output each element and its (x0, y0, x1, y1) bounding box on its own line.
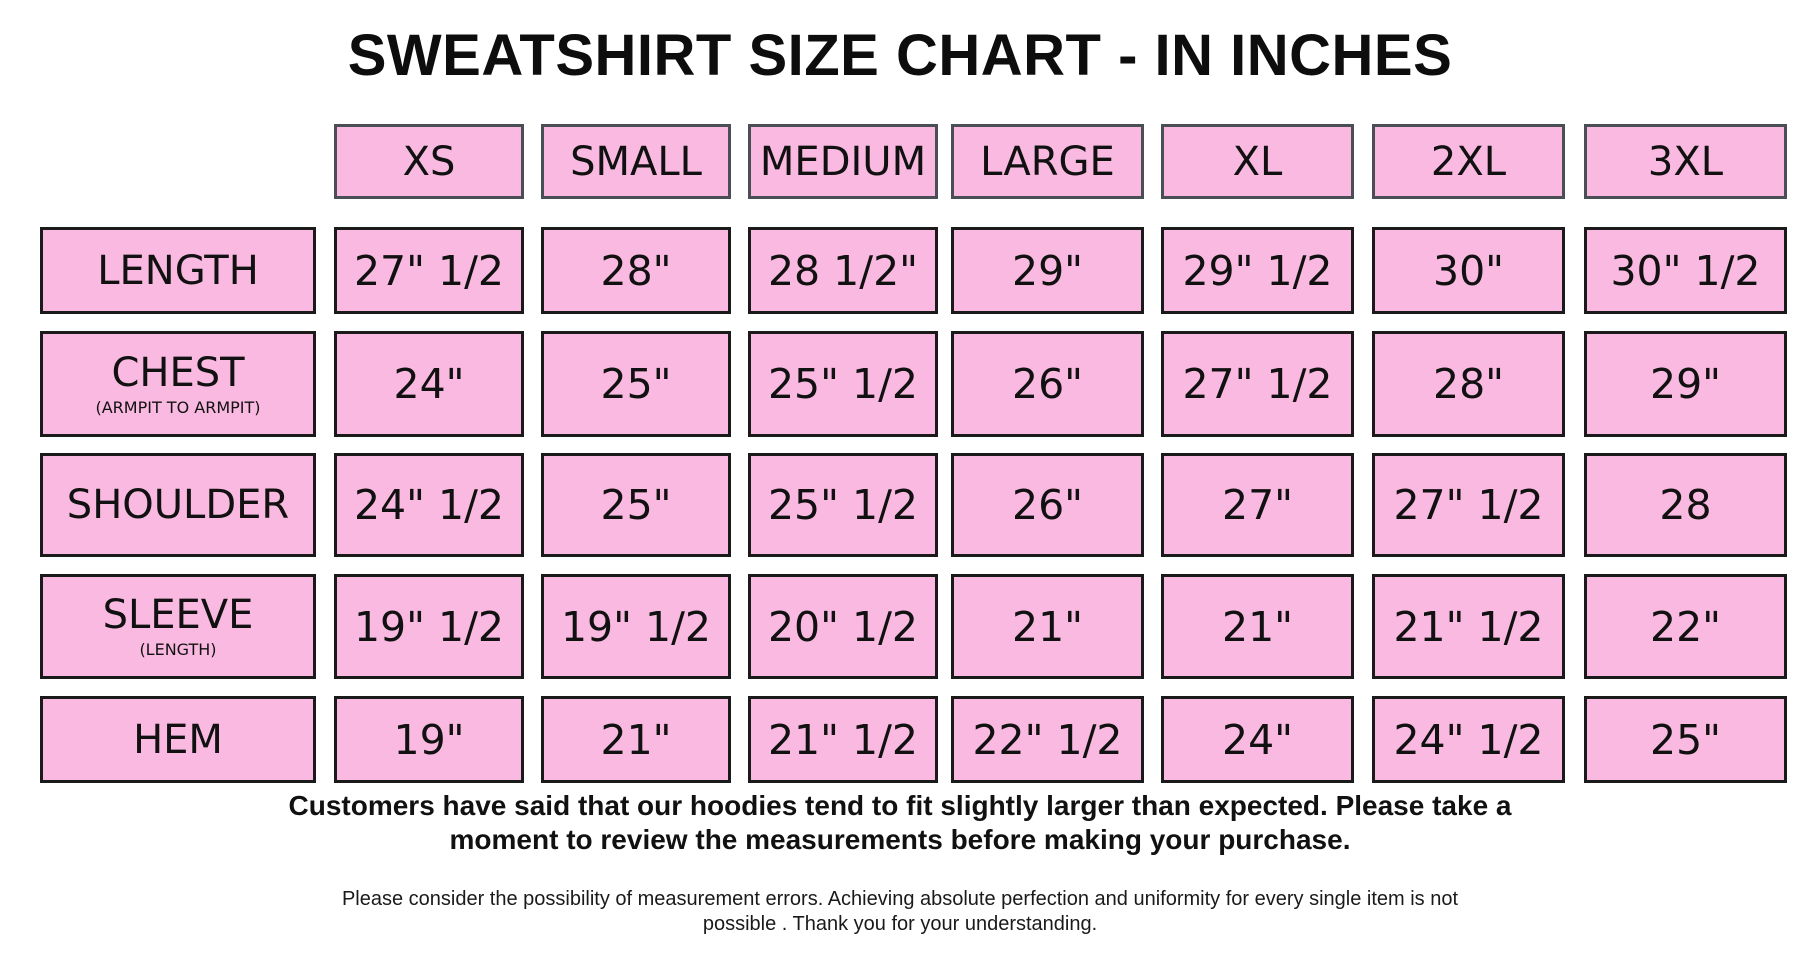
measurement-cell: 26" (951, 453, 1144, 557)
row-label-text: SHOULDER (66, 482, 290, 528)
measurement-cell: 24" 1/2 (334, 453, 524, 557)
measurement-cell: 30" 1/2 (1584, 227, 1787, 314)
measurement-cell: 27" 1/2 (1372, 453, 1565, 557)
measurement-cell: 25" (541, 331, 731, 437)
measurement-cell: 25" 1/2 (748, 331, 938, 437)
size-header-small: SMALL (541, 124, 731, 199)
measurement-cell: 22" (1584, 574, 1787, 679)
row-label-text: SLEEVE (102, 592, 254, 638)
row-label-subtext: (LENGTH) (139, 640, 217, 659)
measurement-cell: 19" 1/2 (541, 574, 731, 679)
disclaimer-note: Please consider the possibility of measu… (0, 887, 1800, 937)
row-label-text: HEM (133, 716, 223, 763)
disclaimer-line-1: Please consider the possibility of measu… (341, 888, 1459, 910)
measurement-cell: 25" (541, 453, 731, 557)
fit-note-line-2: moment to review the measurements before… (449, 824, 1351, 855)
measurement-cell: 28" (1372, 331, 1565, 437)
row-label-length: LENGTH (40, 227, 316, 314)
measurement-cell: 28 (1584, 453, 1787, 557)
size-header-xs: XS (334, 124, 524, 199)
size-header-medium: MEDIUM (748, 124, 938, 199)
measurement-cell: 20" 1/2 (748, 574, 938, 679)
row-label-chest: CHEST (ARMPIT TO ARMPIT) (40, 331, 316, 437)
measurement-cell: 19" 1/2 (334, 574, 524, 679)
row-label-text: LENGTH (97, 247, 259, 294)
page-title: SWEATSHIRT SIZE CHART - IN INCHES (347, 23, 1453, 88)
size-header-2xl: 2XL (1372, 124, 1565, 199)
measurement-cell: 24" 1/2 (1372, 696, 1565, 783)
measurement-cell: 21" 1/2 (748, 696, 938, 783)
row-label-subtext: (ARMPIT TO ARMPIT) (95, 397, 261, 417)
measurement-cell: 21" 1/2 (1372, 574, 1565, 679)
row-label-sleeve: SLEEVE (LENGTH) (40, 574, 316, 679)
measurement-cell: 19" (334, 696, 524, 783)
measurement-cell: 27" 1/2 (334, 227, 524, 314)
fit-note: Customers have said that our hoodies ten… (0, 789, 1800, 857)
measurement-cell: 26" (951, 331, 1144, 437)
measurement-cell: 28 1/2" (748, 227, 938, 314)
disclaimer-line-2: possible . Thank you for your understand… (702, 913, 1098, 935)
measurement-cell: 24" (334, 331, 524, 437)
size-header-3xl: 3XL (1584, 124, 1787, 199)
row-label-shoulder: SHOULDER (40, 453, 316, 557)
row-label-text: CHEST (111, 349, 245, 396)
fit-note-line-1: Customers have said that our hoodies ten… (288, 790, 1512, 821)
measurement-cell: 28" (541, 227, 731, 314)
measurement-cell: 21" (1161, 574, 1354, 679)
measurement-cell: 25" 1/2 (748, 453, 938, 557)
row-label-hem: HEM (40, 696, 316, 783)
size-header-xl: XL (1161, 124, 1354, 199)
measurement-cell: 22" 1/2 (951, 696, 1144, 783)
measurement-cell: 21" (541, 696, 731, 783)
measurement-cell: 24" (1161, 696, 1354, 783)
measurement-cell: 29" 1/2 (1161, 227, 1354, 314)
measurement-cell: 30" (1372, 227, 1565, 314)
measurement-cell: 27" 1/2 (1161, 331, 1354, 437)
measurement-cell: 21" (951, 574, 1144, 679)
measurement-cell: 25" (1584, 696, 1787, 783)
measurement-cell: 27" (1161, 453, 1354, 557)
measurement-cell: 29" (1584, 331, 1787, 437)
size-header-large: LARGE (951, 124, 1144, 199)
measurement-cell: 29" (951, 227, 1144, 314)
